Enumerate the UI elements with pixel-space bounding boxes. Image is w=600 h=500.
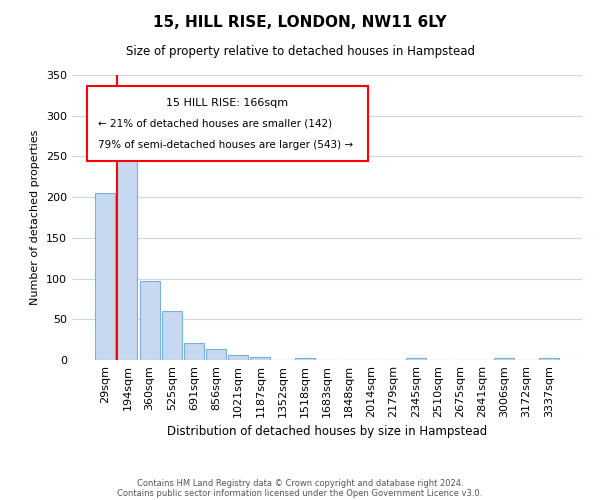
- Bar: [206, 350, 226, 360]
- Bar: [118, 124, 137, 360]
- Text: Size of property relative to detached houses in Hampstead: Size of property relative to detached ho…: [125, 45, 475, 58]
- Bar: [494, 358, 514, 360]
- Bar: [250, 356, 271, 360]
- Bar: [184, 343, 204, 360]
- FancyBboxPatch shape: [88, 86, 368, 160]
- X-axis label: Distribution of detached houses by size in Hampstead: Distribution of detached houses by size …: [167, 426, 487, 438]
- Text: 15 HILL RISE: 166sqm: 15 HILL RISE: 166sqm: [166, 98, 289, 108]
- Bar: [162, 311, 182, 360]
- Bar: [295, 358, 315, 360]
- Bar: [539, 358, 559, 360]
- Text: Contains HM Land Registry data © Crown copyright and database right 2024.: Contains HM Land Registry data © Crown c…: [137, 478, 463, 488]
- Bar: [228, 355, 248, 360]
- Y-axis label: Number of detached properties: Number of detached properties: [31, 130, 40, 305]
- Text: 79% of semi-detached houses are larger (543) →: 79% of semi-detached houses are larger (…: [97, 140, 353, 150]
- Text: ← 21% of detached houses are smaller (142): ← 21% of detached houses are smaller (14…: [97, 119, 332, 129]
- Text: Contains public sector information licensed under the Open Government Licence v3: Contains public sector information licen…: [118, 488, 482, 498]
- Text: 15, HILL RISE, LONDON, NW11 6LY: 15, HILL RISE, LONDON, NW11 6LY: [153, 15, 447, 30]
- Bar: [406, 358, 426, 360]
- Bar: [140, 281, 160, 360]
- Bar: [95, 193, 115, 360]
